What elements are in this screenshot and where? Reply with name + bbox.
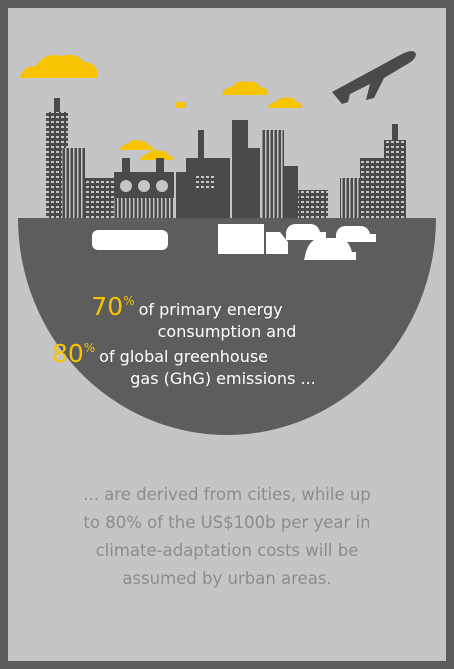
- stat-unit: %: [123, 294, 134, 308]
- page: 70% of primary energy consumption and 80%…: [0, 0, 454, 669]
- stat-number: 80: [52, 339, 84, 368]
- body-line: ... are derived from cities, while up: [83, 485, 371, 504]
- stat-unit: %: [84, 341, 95, 355]
- stat-text: of primary energy: [139, 300, 283, 319]
- body-line: climate-adaptation costs will be: [96, 541, 359, 560]
- infographic: 70% of primary energy consumption and 80%…: [0, 0, 454, 669]
- stat-number: 70: [91, 292, 123, 321]
- body-line: assumed by urban areas.: [122, 569, 331, 588]
- stat-text: consumption and: [158, 322, 297, 341]
- body-line: to 80% of the US$100b per year in: [83, 513, 370, 532]
- stat-text: gas (GhG) emissions ...: [130, 369, 316, 388]
- stat-text: of global greenhouse: [99, 347, 268, 366]
